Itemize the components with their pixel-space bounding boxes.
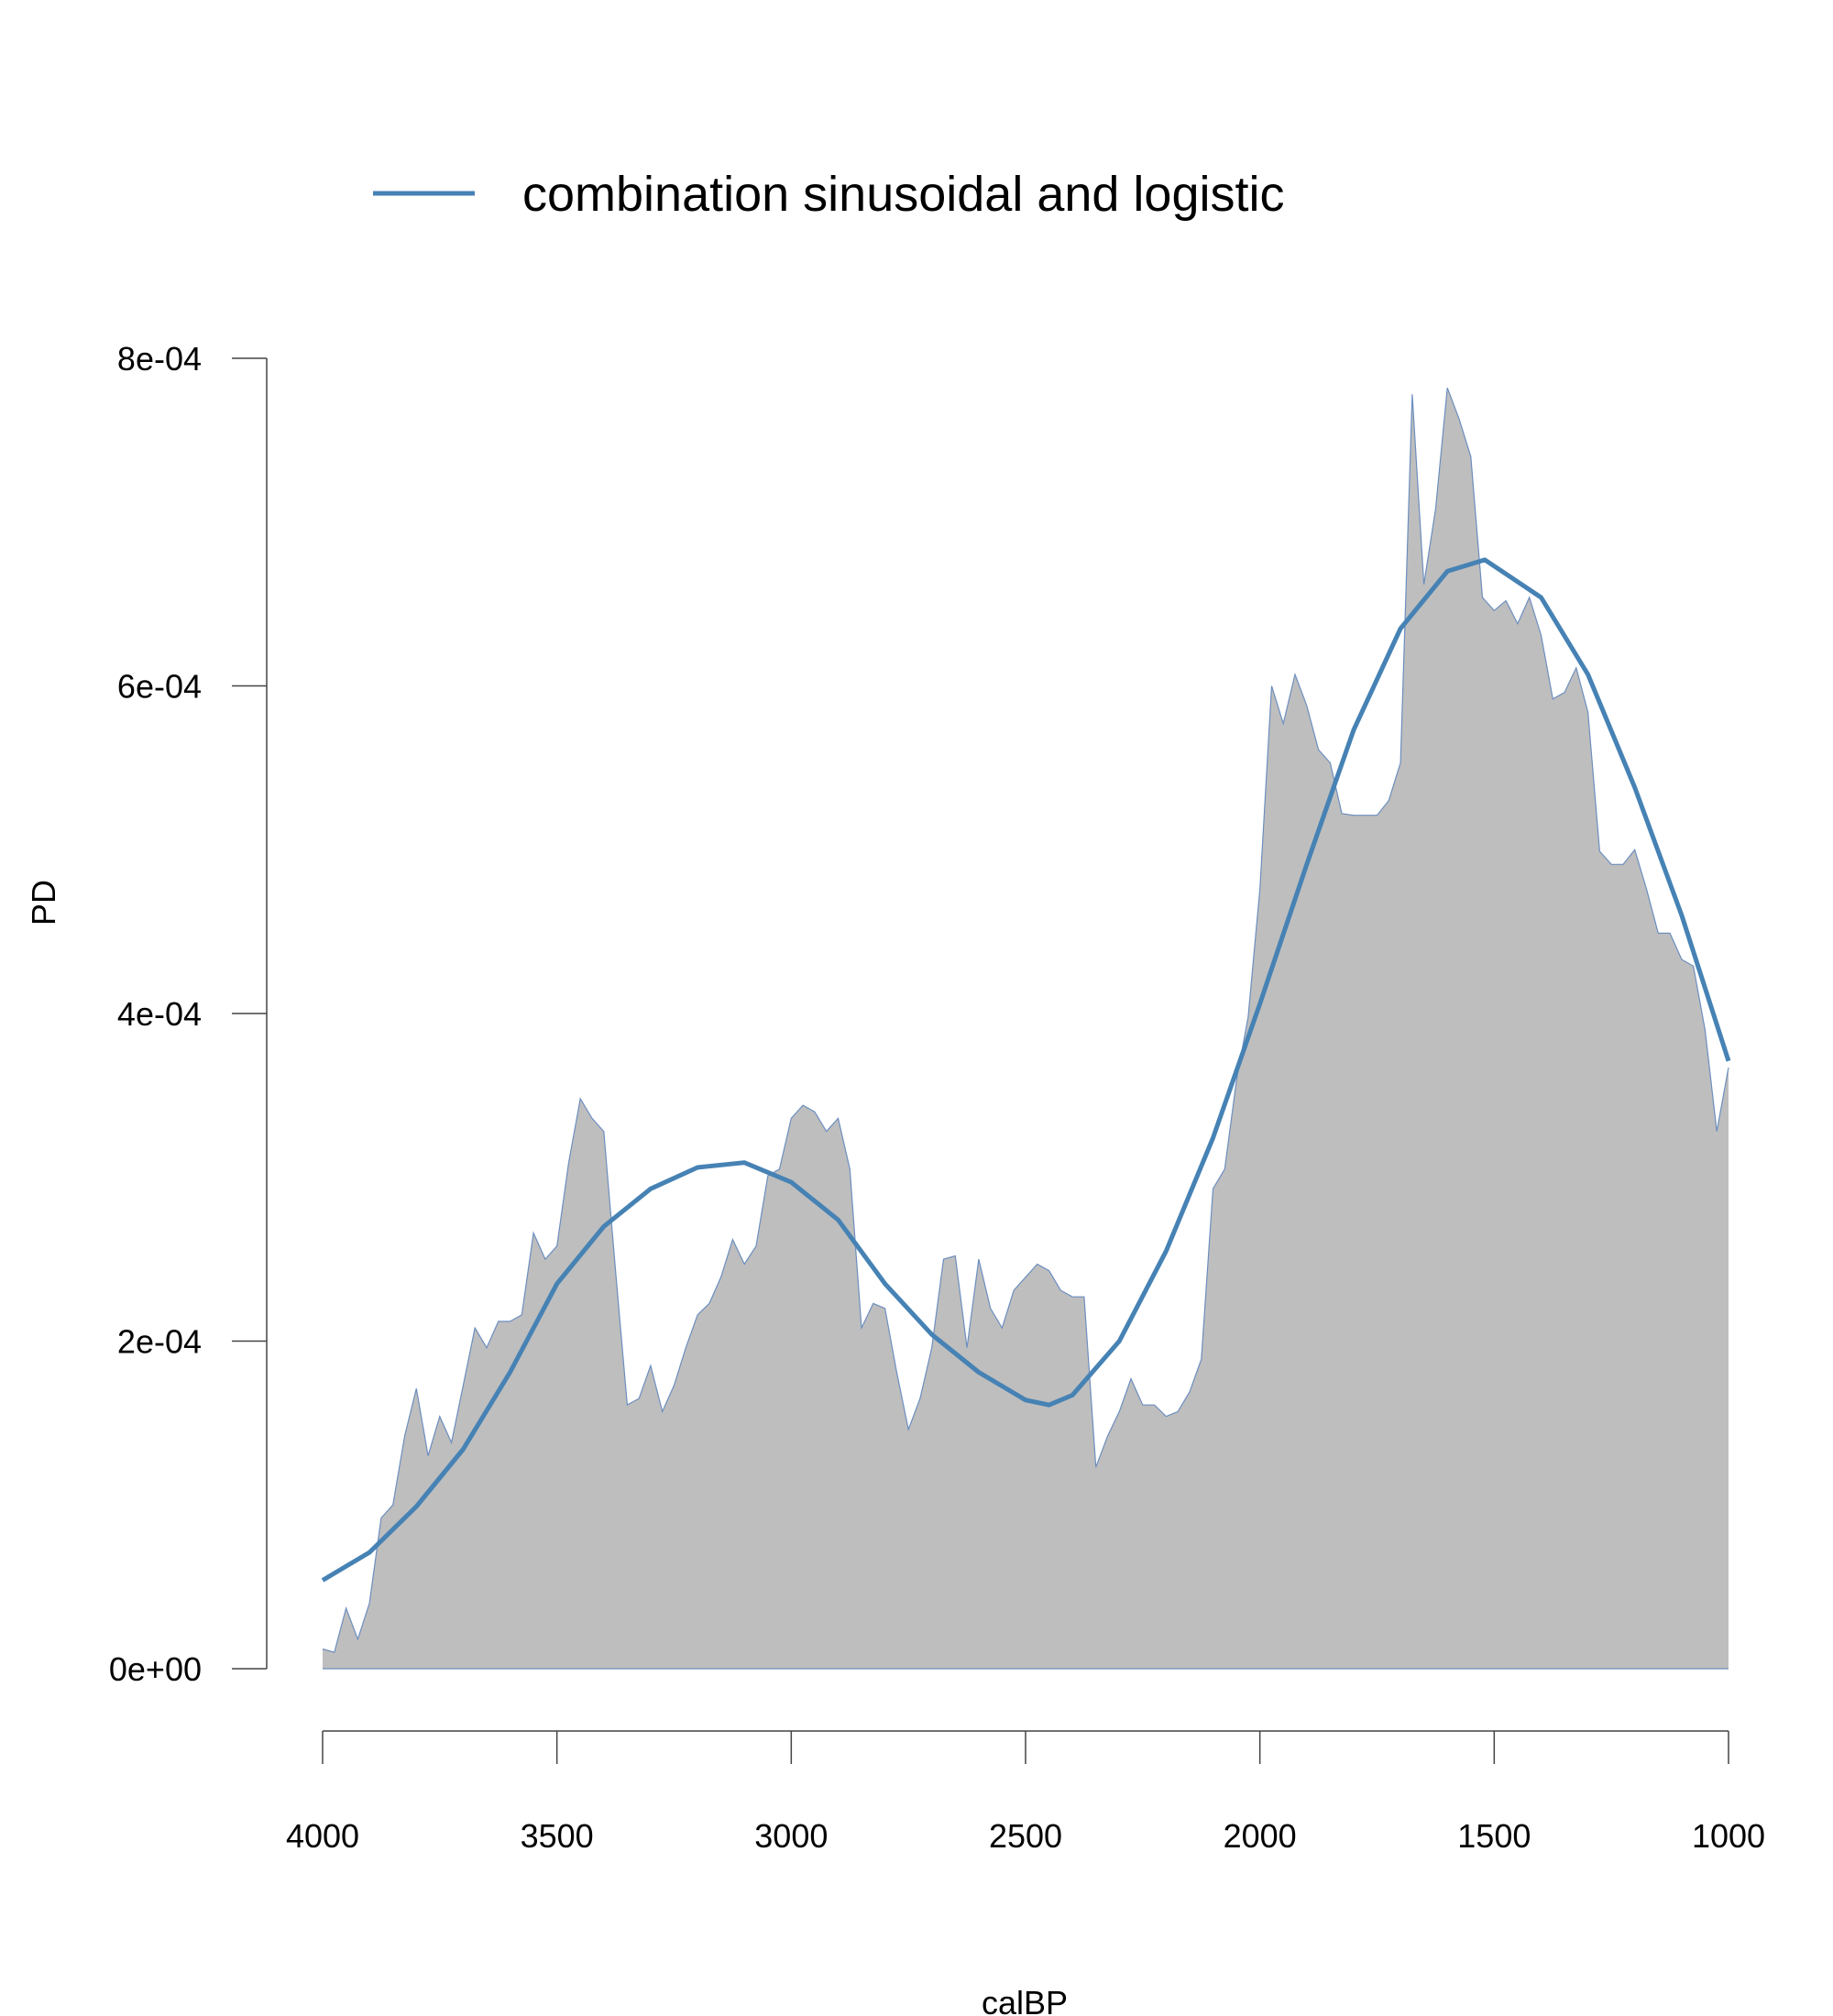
x-tick-label: 4000: [286, 1817, 359, 1855]
x-tick-label: 2000: [1224, 1817, 1297, 1855]
legend-label: combination sinusoidal and logistic: [522, 167, 1285, 222]
y-tick-label: 6e-04: [117, 668, 202, 706]
y-tick-label: 2e-04: [117, 1323, 202, 1361]
spd-edge: [322, 387, 1729, 1653]
y-axis-title: PD: [25, 880, 62, 926]
x-axis-title: calBP: [982, 1984, 1068, 2016]
model-line: [321, 557, 1731, 1583]
y-tick-label: 0e+00: [109, 1650, 202, 1688]
y-tick-label: 4e-04: [117, 995, 202, 1033]
x-tick-label: 1000: [1692, 1817, 1765, 1855]
legend: combination sinusoidal and logistic: [373, 167, 1285, 222]
x-tick-label: 3500: [521, 1817, 594, 1855]
spd-area: [323, 388, 1729, 1670]
y-tick-label: 8e-04: [117, 340, 202, 378]
x-tick-label: 3000: [754, 1817, 828, 1855]
x-tick-label: 1500: [1457, 1817, 1531, 1855]
x-tick-label: 2500: [989, 1817, 1062, 1855]
